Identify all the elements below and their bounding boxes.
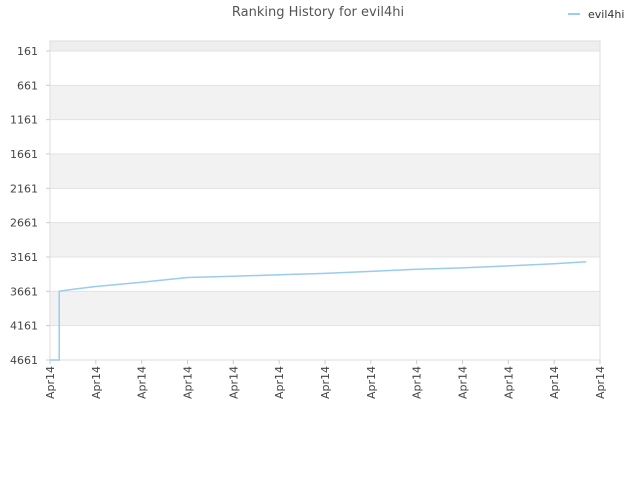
band (50, 154, 600, 189)
band-top (50, 41, 600, 51)
x-tick-label: Apr14 (227, 366, 240, 399)
band (50, 51, 600, 86)
band (50, 222, 600, 257)
y-tick-label: 161 (17, 45, 38, 58)
plot-bands (50, 41, 600, 360)
x-tick-label: Apr14 (365, 366, 378, 399)
band (50, 188, 600, 223)
series-layer (50, 260, 587, 361)
legend: evil4hi (568, 8, 624, 21)
band (50, 257, 600, 292)
x-tick-label: Apr14 (319, 366, 332, 399)
y-tick-label: 4661 (10, 354, 38, 367)
x-tick-label: Apr14 (457, 366, 470, 399)
y-tick-label: 661 (17, 79, 38, 92)
band (50, 325, 600, 360)
x-tick-label: Apr14 (136, 366, 149, 399)
x-tick-label: Apr14 (90, 366, 103, 399)
x-tick-label: Apr14 (548, 366, 561, 399)
chart-title: Ranking History for evil4hi (232, 5, 404, 20)
y-axis: 161 661 1161 1661 2161 2661 3161 3661 4161 4661 (10, 45, 50, 367)
x-tick-label: Apr14 (411, 366, 424, 399)
x-tick-label: Apr14 (502, 366, 515, 399)
x-tick-label: Apr14 (273, 366, 286, 399)
band (50, 291, 600, 326)
x-axis: Apr14 Apr14 Apr14 Apr14 Apr14 Apr14 Apr14 Apr14… (44, 360, 607, 399)
band (50, 119, 600, 154)
y-tick-label: 2161 (10, 182, 38, 195)
y-tick-label: 2661 (10, 217, 38, 230)
y-tick-label: 3161 (10, 251, 38, 264)
legend-label: evil4hi (588, 8, 624, 21)
y-tick-label: 1161 (10, 114, 38, 127)
band (50, 85, 600, 120)
x-tick-label: Apr14 (182, 366, 195, 399)
series-line-evil4hi (50, 260, 587, 361)
y-tick-label: 4161 (10, 320, 38, 333)
x-tick-label: Apr14 (594, 366, 607, 399)
y-tick-label: 3661 (10, 285, 38, 298)
x-tick-label: Apr14 (44, 366, 57, 399)
y-tick-label: 1661 (10, 148, 38, 161)
